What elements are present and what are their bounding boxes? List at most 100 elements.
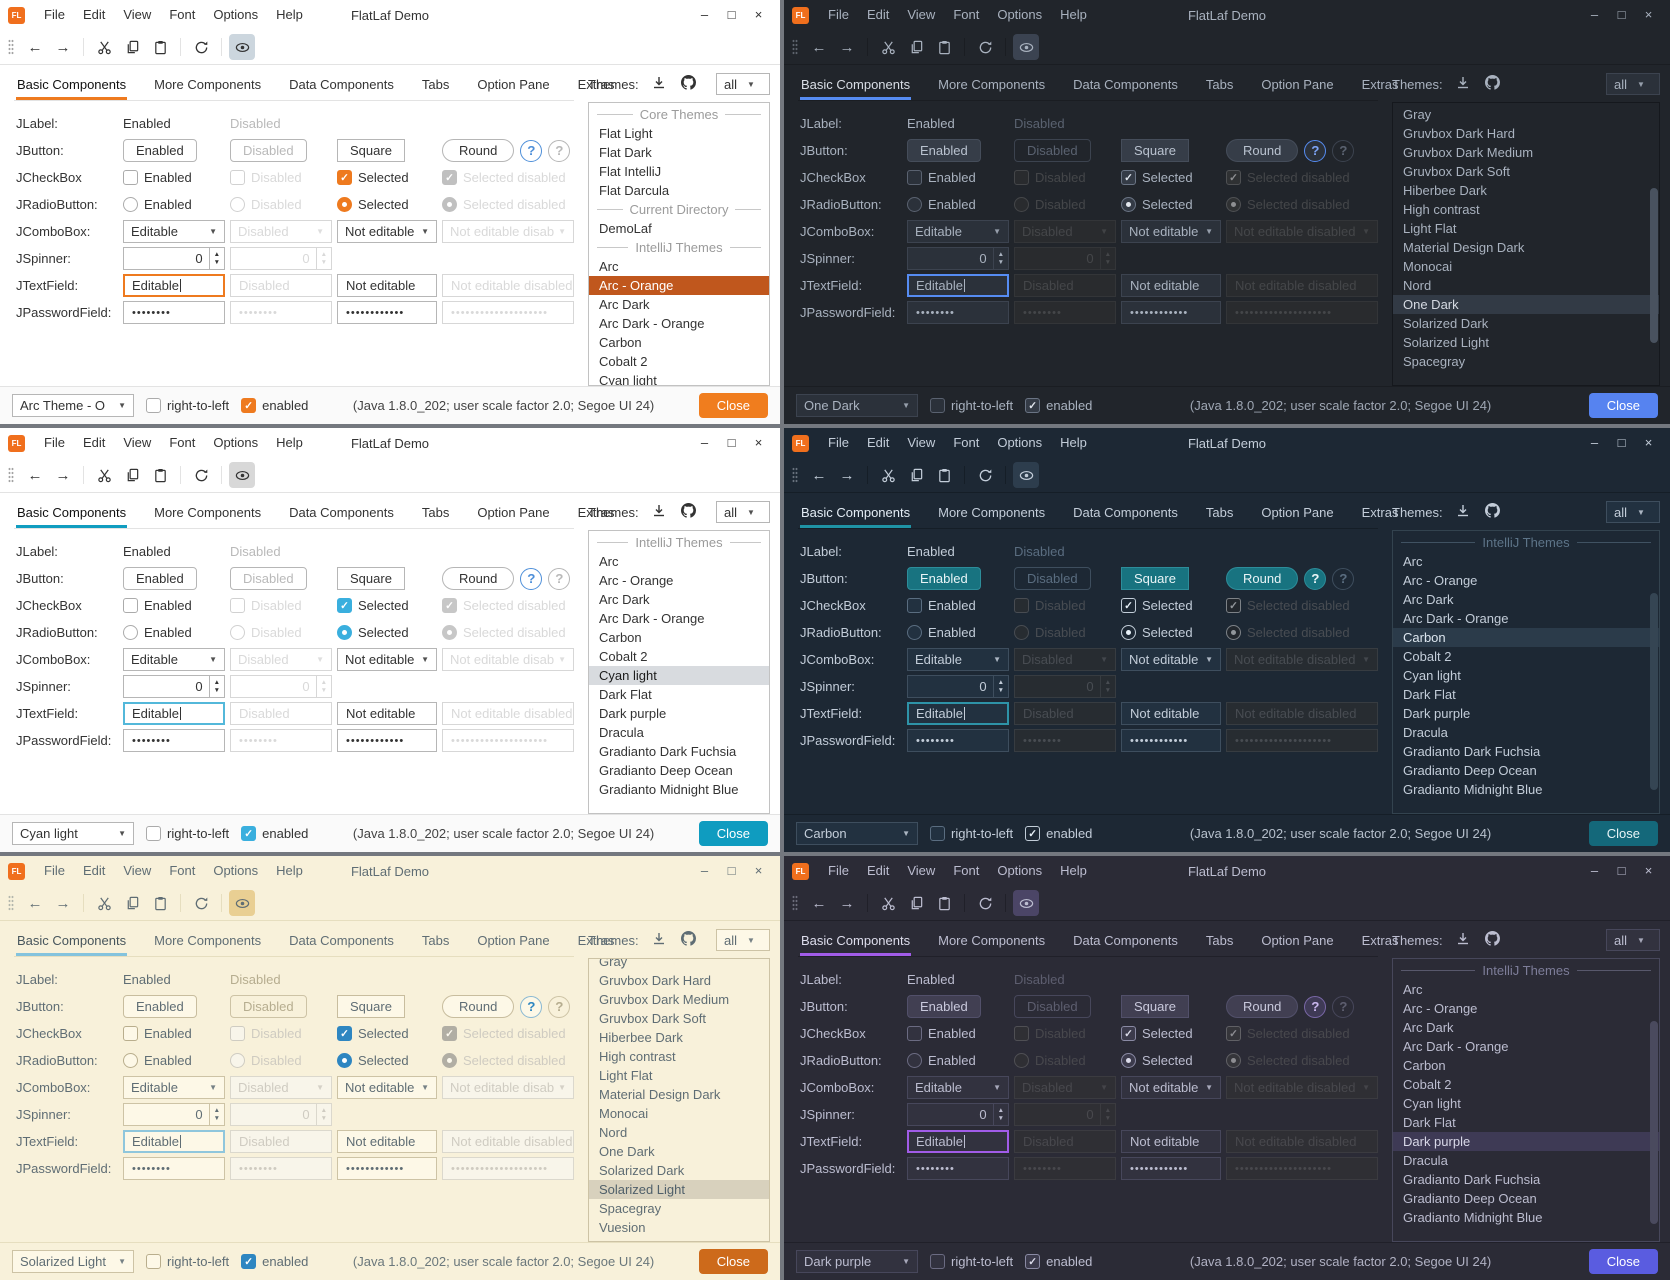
refresh-button[interactable] [972,890,998,916]
download-themes-button[interactable] [649,74,669,94]
tab-data-components[interactable]: Data Components [1073,77,1178,92]
paste-button[interactable] [931,890,957,916]
theme-item[interactable]: Carbon [599,335,642,350]
theme-item[interactable]: Arc - Orange [1403,1001,1478,1016]
combobox-not-editable[interactable]: Not editable ▼ [337,1076,437,1099]
theme-item-selected[interactable]: One Dark [1393,295,1659,314]
radio-selected[interactable]: Selected [1121,197,1221,212]
combobox-editable[interactable]: Editable ▼ [123,220,225,243]
close-button[interactable]: Close [1588,393,1658,418]
toolbar-drag-handle[interactable] [792,895,798,911]
theme-filter-combo[interactable]: all ▼ [1606,501,1660,523]
radio-selected[interactable]: Selected [337,1053,437,1068]
menu-help[interactable]: Help [1060,7,1087,22]
checkbox-selected[interactable]: ✓ Selected [337,1026,437,1041]
theme-item[interactable]: Hiberbee Dark [599,1030,683,1045]
refresh-button[interactable] [188,34,214,60]
theme-item[interactable]: Arc Dark [599,297,650,312]
theme-item[interactable]: Dark purple [599,706,667,721]
enabled-button[interactable]: Enabled [123,139,197,162]
theme-item-selected[interactable]: Carbon [1393,628,1659,647]
radio-enabled[interactable]: Enabled [123,1053,225,1068]
back-button[interactable]: ← [22,34,48,60]
checkbox-enabled[interactable]: Enabled [123,1026,225,1041]
text-field-0[interactable]: Editable [907,274,1009,297]
current-theme-combo[interactable]: Cyan light ▼ [12,822,134,845]
checkbox-enabled[interactable]: Enabled [123,170,225,185]
toolbar-drag-handle[interactable] [8,467,14,483]
enabled-checkbox[interactable]: ✓ enabled [1025,826,1092,841]
theme-item[interactable]: Monocai [1403,259,1453,274]
square-button[interactable]: Square [337,995,405,1018]
password-field-0[interactable]: •••••••• [123,301,225,324]
radio-selected[interactable]: Selected [337,625,437,640]
menu-font[interactable]: Font [169,863,196,878]
theme-item[interactable]: Gruvbox Dark Hard [1403,126,1515,141]
square-button[interactable]: Square [337,567,405,590]
menu-options[interactable]: Options [213,7,259,22]
menu-view[interactable]: View [123,863,152,878]
minimize-button[interactable]: – [1590,7,1599,22]
theme-item[interactable]: Nord [599,1125,628,1140]
square-button[interactable]: Square [1121,995,1189,1018]
theme-item[interactable]: Arc Dark - Orange [1403,611,1509,626]
paste-button[interactable] [931,34,957,60]
spinner[interactable]: 0 ▲ ▼ [123,675,225,698]
theme-item[interactable]: Gruvbox Dark Soft [1403,164,1510,179]
tab-basic-components[interactable]: Basic Components [16,503,127,528]
tab-option-pane[interactable]: Option Pane [1261,77,1334,92]
theme-item[interactable]: Arc Dark - Orange [599,611,705,626]
menu-edit[interactable]: Edit [82,7,106,22]
refresh-button[interactable] [972,34,998,60]
round-button[interactable]: Round [1226,139,1299,162]
tab-option-pane[interactable]: Option Pane [1261,505,1334,520]
menu-options[interactable]: Options [213,863,259,878]
combobox-editable[interactable]: Editable ▼ [907,1076,1009,1099]
back-button[interactable]: ← [22,890,48,916]
help-button[interactable]: ? [520,567,543,590]
radio-enabled[interactable]: Enabled [907,1053,1009,1068]
menu-font[interactable]: Font [953,435,980,450]
show-hover-effects-button[interactable] [229,34,255,60]
theme-item[interactable]: Solarized Dark [599,1163,685,1178]
forward-button[interactable]: → [50,890,76,916]
tab-data-components[interactable]: Data Components [1073,505,1178,520]
current-theme-combo[interactable]: Carbon ▼ [796,822,918,845]
tab-more-components[interactable]: More Components [154,505,262,520]
tab-tabs[interactable]: Tabs [421,77,450,92]
enabled-checkbox[interactable]: ✓ enabled [241,826,308,841]
close-window-button[interactable]: × [754,863,763,878]
enabled-button[interactable]: Enabled [123,995,197,1018]
theme-filter-combo[interactable]: all ▼ [716,929,770,951]
menu-file[interactable]: File [44,863,65,878]
theme-item[interactable]: Dark Flat [1403,1115,1456,1130]
menu-font[interactable]: Font [953,7,980,22]
menu-options[interactable]: Options [997,435,1043,450]
theme-item[interactable]: Material Design Dark [599,1087,721,1102]
maximize-button[interactable]: □ [1617,863,1626,878]
maximize-button[interactable]: □ [1617,435,1626,450]
text-field-2[interactable]: Not editable [337,1130,437,1153]
theme-item-selected[interactable]: Dark purple [1393,1132,1659,1151]
show-hover-effects-button[interactable] [1013,890,1039,916]
menu-edit[interactable]: Edit [82,863,106,878]
back-button[interactable]: ← [22,462,48,488]
checkbox-enabled[interactable]: Enabled [907,170,1009,185]
theme-item[interactable]: Dracula [1403,725,1448,740]
menu-view[interactable]: View [907,7,936,22]
theme-item[interactable]: Gray [1403,107,1432,122]
close-window-button[interactable]: × [1644,435,1653,450]
tab-tabs[interactable]: Tabs [421,505,450,520]
theme-item[interactable]: Gradianto Deep Ocean [1403,1191,1537,1206]
menu-edit[interactable]: Edit [82,435,106,450]
spinner-buttons[interactable]: ▲ ▼ [208,1104,224,1125]
github-button[interactable] [679,74,699,94]
text-field-2[interactable]: Not editable [1121,702,1221,725]
theme-item[interactable]: Vuesion [599,1220,646,1235]
theme-item[interactable]: Flat Darcula [599,183,670,198]
enabled-checkbox[interactable]: ✓ enabled [1025,1254,1092,1269]
enabled-checkbox[interactable]: ✓ enabled [1025,398,1092,413]
tab-basic-components[interactable]: Basic Components [16,931,127,956]
square-button[interactable]: Square [337,139,405,162]
round-button[interactable]: Round [442,995,515,1018]
